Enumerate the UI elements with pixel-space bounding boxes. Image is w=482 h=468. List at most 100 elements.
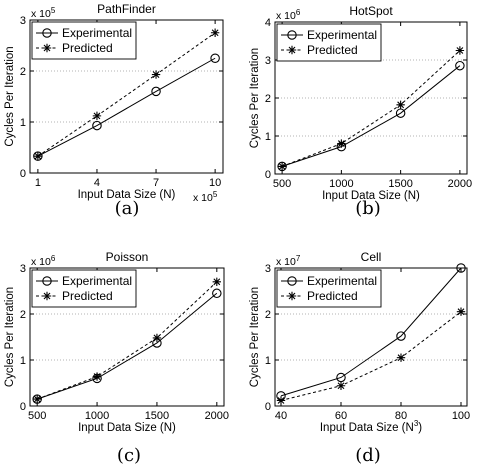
y-multiplier-exponent: 6 — [51, 254, 56, 263]
x-axis-label-text: Input Data Size (N) — [78, 189, 176, 201]
legend-box — [31, 21, 137, 60]
legend-box — [276, 269, 382, 308]
data-point-star — [277, 162, 287, 171]
series-line — [280, 311, 462, 401]
x-axis-label: Input Data Size (N) — [78, 422, 176, 434]
data-point-star — [33, 151, 43, 161]
data-point-star — [92, 111, 102, 121]
x-tick-label: 2000 — [205, 410, 229, 422]
data-point-star — [456, 307, 466, 316]
chart-panel-3: 500 1000 1500 2000 0 1 2 3 Poisson x 106 Input Dat… — [4, 250, 229, 434]
y-multiplier-exponent: 7 — [296, 254, 301, 263]
y-tick-label: 1 — [20, 355, 26, 367]
legend-label: Predicted — [62, 41, 113, 55]
x-tick-label: 40 — [275, 410, 287, 422]
x-tick-label: 1500 — [388, 178, 412, 190]
x-axis-label-superscript: 3 — [414, 419, 419, 428]
y-tick-label: 4 — [265, 17, 271, 29]
series-line — [280, 267, 462, 397]
x-axis-label: Input Data Size (N3) — [320, 419, 422, 434]
y-tick-label: 3 — [20, 15, 26, 27]
series-experimental — [33, 53, 220, 161]
x-axis-label-end: ) — [418, 422, 422, 434]
data-point-star — [336, 381, 346, 390]
panel-caption: (c) — [117, 445, 141, 466]
x-tick-label: 1000 — [329, 178, 353, 190]
series-line — [37, 32, 216, 157]
chart-title: HotSpot — [349, 4, 393, 18]
y-tick-label: 3 — [20, 263, 26, 275]
y-axis-label: Cycles Per Iteration — [249, 48, 261, 148]
y-multiplier-base: x 10 — [276, 256, 296, 268]
y-tick-label: 0 — [20, 168, 26, 180]
data-point-star — [151, 70, 161, 79]
series-predicted — [277, 46, 465, 171]
x-multiplier-base: x 10 — [193, 192, 213, 204]
panel-caption: (d) — [355, 445, 381, 466]
x-tick-label: 500 — [28, 410, 46, 422]
y-tick-label: 0 — [20, 401, 26, 413]
data-point-star — [210, 28, 220, 37]
y-tick-label: 1 — [265, 355, 271, 367]
x-tick-label: 80 — [395, 410, 407, 422]
x-multiplier: x 105 — [193, 190, 218, 204]
y-tick-label: 2 — [265, 309, 271, 321]
legend-marker — [42, 291, 52, 301]
legend-label: Experimental — [307, 28, 377, 42]
y-tick-label: 0 — [265, 169, 271, 181]
series-line — [37, 57, 216, 157]
panel-caption: (b) — [355, 198, 381, 219]
legend-marker — [42, 276, 52, 286]
y-axis-label: Cycles Per Iteration — [4, 46, 16, 146]
legend-label: Predicted — [62, 289, 113, 303]
legend-label: Experimental — [62, 26, 132, 40]
y-multiplier: x 107 — [276, 254, 301, 268]
x-axis-label: Input Data Size (N) — [78, 189, 176, 201]
y-multiplier-base: x 10 — [31, 8, 51, 20]
data-point-star — [92, 372, 102, 381]
data-point-circle — [456, 263, 466, 273]
series-predicted — [276, 307, 466, 405]
x-axis-label-text: Input Data Size (N) — [78, 422, 176, 434]
series-line — [281, 50, 461, 167]
series-line — [281, 65, 461, 167]
y-tick-label: 2 — [20, 66, 26, 78]
x-tick-label: 1500 — [145, 410, 169, 422]
chart-title: Cell — [361, 250, 382, 264]
chart-panel-2: 500 1000 1500 2000 0 1 2 3 4 HotSpot x 106 Input Da… — [249, 4, 472, 202]
data-point-star — [337, 139, 346, 148]
x-tick-label: 4 — [94, 177, 100, 189]
y-axis-label: Cycles Per Iteration — [249, 287, 261, 387]
x-tick-label: 7 — [153, 177, 159, 189]
data-point-star — [212, 277, 222, 286]
x-tick-label: 100 — [452, 410, 470, 422]
legend-label: Experimental — [62, 274, 132, 288]
legend-box — [276, 23, 382, 62]
series-experimental — [276, 263, 466, 401]
series-predicted — [32, 277, 222, 404]
legend-label: Predicted — [307, 289, 358, 303]
series-line — [37, 281, 218, 400]
y-tick-label: 2 — [20, 309, 26, 321]
legend-box — [31, 269, 137, 308]
plot-frame — [29, 267, 225, 407]
x-tick-label: 1000 — [85, 410, 109, 422]
y-multiplier: x 105 — [31, 6, 56, 20]
data-point-circle — [455, 60, 465, 71]
x-tick-label: 500 — [273, 178, 291, 190]
series-experimental — [277, 60, 465, 172]
series-predicted — [33, 28, 220, 161]
x-tick-label: 60 — [335, 410, 347, 422]
data-point-star — [396, 100, 405, 110]
chart-title: PathFinder — [97, 2, 156, 16]
y-multiplier-exponent: 5 — [51, 6, 56, 15]
y-multiplier: x 106 — [276, 8, 301, 22]
y-tick-label: 0 — [265, 401, 271, 413]
data-point-star — [152, 333, 162, 343]
data-point-circle — [210, 53, 220, 63]
legend-marker — [287, 276, 297, 286]
data-point-circle — [151, 86, 161, 97]
